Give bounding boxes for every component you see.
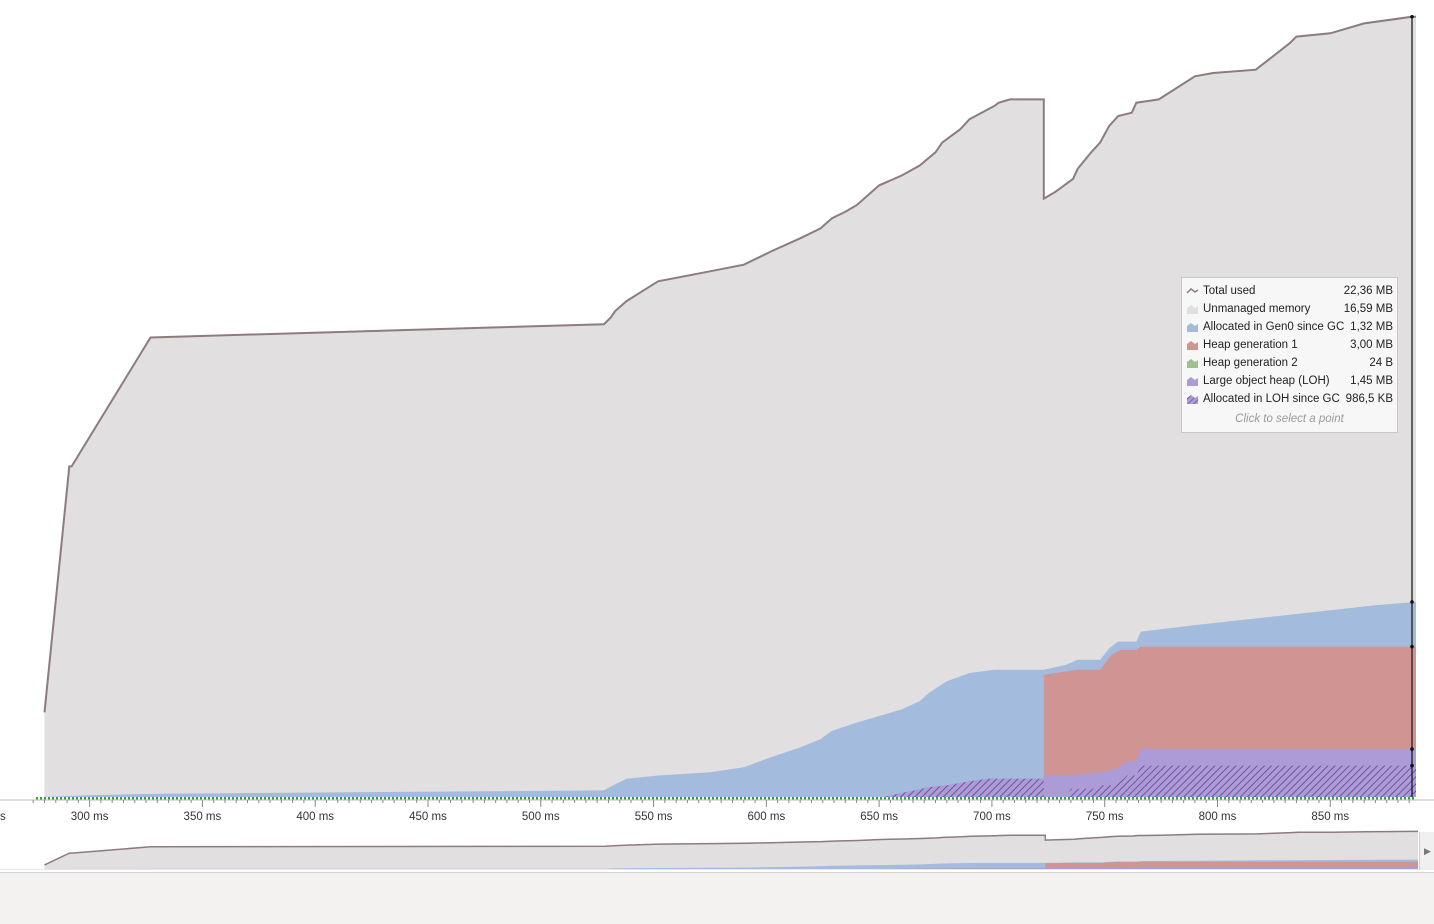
legend-label: Total used (1203, 285, 1256, 297)
area-icon (1187, 340, 1198, 350)
x-tick-label: 550 ms (635, 811, 673, 823)
area-icon (1187, 376, 1198, 386)
x-tick-label: 400 ms (296, 811, 334, 823)
cursor-line (1410, 14, 1414, 797)
scroll-right-button[interactable]: ▶ (1419, 832, 1434, 870)
cursor-marker (1410, 747, 1414, 751)
x-tick-label: 600 ms (747, 811, 785, 823)
x-tick-label: 350 ms (184, 811, 222, 823)
line-icon (1186, 287, 1199, 294)
area-icon (1187, 322, 1198, 332)
x-tick-label: 800 ms (1199, 811, 1237, 823)
legend-row: Allocated in LOH since GC 986,5 KB (1186, 390, 1393, 408)
overview-unmanaged-area (44, 831, 1418, 869)
legend-value: 16,59 MB (1343, 303, 1393, 315)
legend-row: Allocated in Gen0 since GC 1,32 MB (1186, 318, 1393, 336)
legend-row: Heap generation 2 24 B (1186, 354, 1393, 372)
cursor-marker (1410, 14, 1414, 19)
overview-loh-area (40, 866, 1418, 869)
x-tick-label: 650 ms (860, 811, 898, 823)
legend-label: Heap generation 2 (1203, 357, 1298, 369)
legend-label: Large object heap (LOH) (1203, 375, 1330, 387)
x-tick-label: 500 ms (522, 811, 560, 823)
x-tick-label: 750 ms (1086, 811, 1124, 823)
legend-panel[interactable]: Total used 22,36 MB Unmanaged memory 16,59 … (1181, 277, 1398, 433)
legend-row: Large object heap (LOH) 1,45 MB (1186, 372, 1393, 390)
legend-row: Total used 22,36 MB (1186, 282, 1393, 300)
gc-timeline-strip (34, 797, 1416, 800)
overview-navigator[interactable] (0, 830, 1434, 870)
x-tick-label: 300 ms (71, 811, 109, 823)
legend-value: 3,00 MB (1350, 339, 1393, 351)
legend-label: Allocated in LOH since GC (1203, 393, 1340, 405)
cursor-marker (1410, 600, 1414, 604)
legend-row: Heap generation 1 3,00 MB (1186, 336, 1393, 354)
legend-row: Unmanaged memory 16,59 MB (1186, 300, 1393, 318)
status-bar (0, 872, 1434, 924)
legend-value: 22,36 MB (1343, 285, 1393, 297)
loh-since-gc-area (40, 765, 1416, 797)
legend-value: 986,5 KB (1345, 393, 1393, 405)
cursor-marker (1410, 763, 1414, 768)
legend-label: Unmanaged memory (1203, 303, 1311, 315)
x-tick-label: 700 ms (973, 811, 1011, 823)
memory-chart-svg[interactable]: 300 ms 350 ms 400 ms 450 ms 500 ms 550 ms 600 … (0, 0, 1434, 870)
chevron-right-icon: ▶ (1424, 845, 1431, 856)
x-tick-label-partial: s (0, 811, 6, 823)
gc-strip-base (34, 797, 1416, 800)
unmanaged-memory-area (44, 16, 1416, 798)
overview-total-line (44, 830, 1418, 866)
legend-value: 1,32 MB (1350, 321, 1393, 333)
total-used-line (43, 15, 1416, 713)
main-plot (40, 15, 1416, 798)
area-icon (1187, 358, 1198, 368)
legend-hint: Click to select a point (1235, 413, 1344, 425)
cursor-marker (1410, 644, 1414, 649)
x-axis: 300 ms 350 ms 400 ms 450 ms 500 ms 550 ms 600 … (0, 799, 1434, 823)
legend-value: 24 B (1369, 357, 1393, 369)
hatch-icon (1187, 394, 1198, 404)
legend-value: 1,45 MB (1350, 375, 1393, 387)
legend-label: Allocated in Gen0 since GC (1203, 321, 1345, 333)
overview-gen1-area (40, 861, 1418, 869)
legend-label: Heap generation 1 (1203, 339, 1298, 351)
x-tick-label: 850 ms (1311, 811, 1349, 823)
memory-chart[interactable]: 300 ms 350 ms 400 ms 450 ms 500 ms 550 ms 600 … (0, 0, 1434, 870)
x-tick-label: 450 ms (409, 811, 447, 823)
loh-area (40, 749, 1416, 797)
area-icon (1187, 304, 1198, 314)
heap-gen1-area (40, 646, 1416, 797)
